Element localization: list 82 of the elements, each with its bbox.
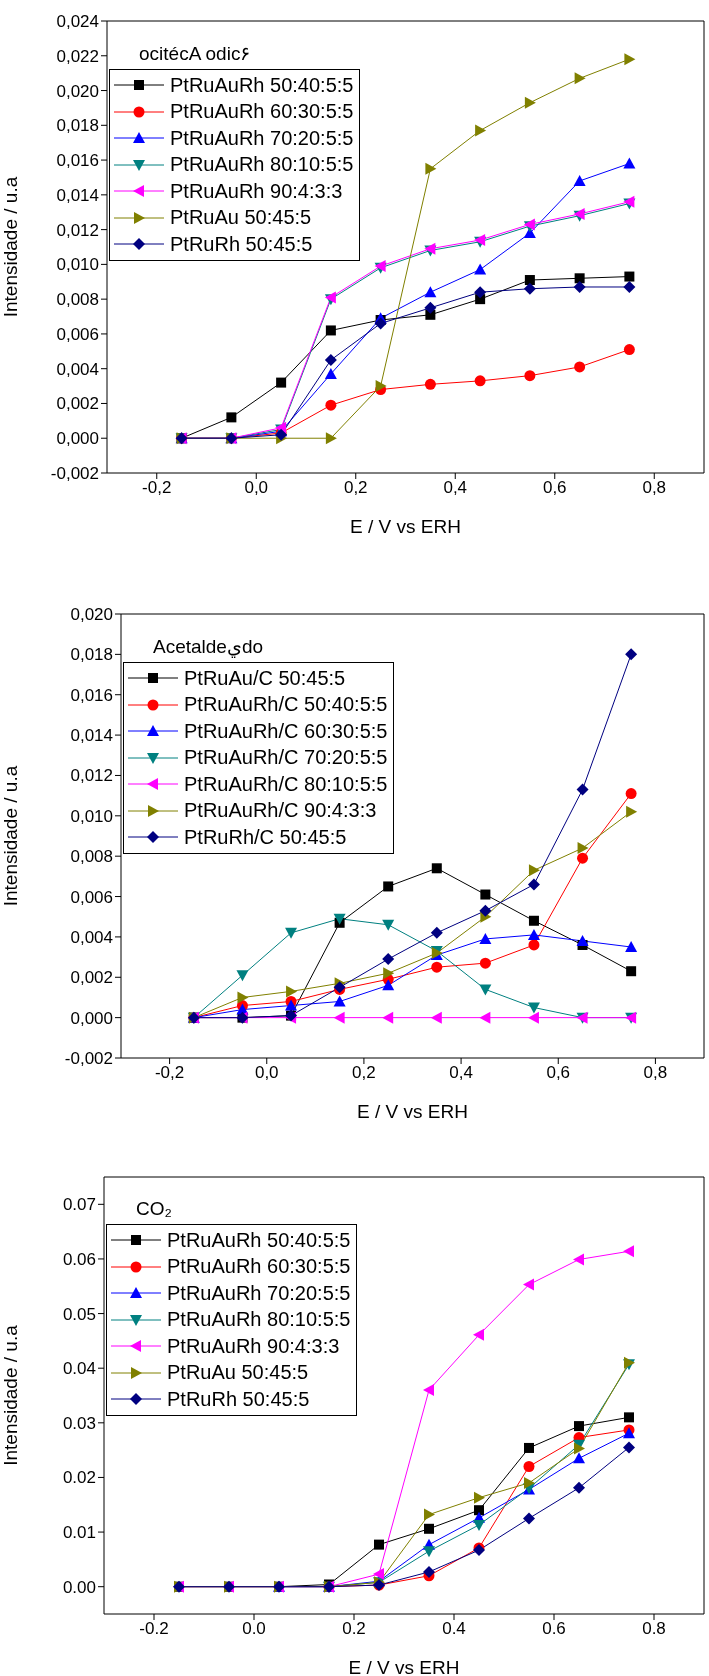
x-axis-title: E / V vs ERH [350,516,461,537]
x-tick-label: 0.2 [342,1619,366,1639]
y-tick-label: 0,002 [70,968,113,988]
x-tick-label: 0,4 [449,1063,473,1083]
legend-label: PtRuAu 50:45:5 [167,1361,309,1385]
legend-label: PtRuAuRh 60:30:5:5 [170,100,354,124]
legend-label: PtRuAuRh 80:10:5:5 [170,153,354,177]
y-tick-label: 0,010 [70,806,113,826]
y-tick-label: -0,002 [50,464,99,484]
x-tick-label: 0,6 [542,478,567,498]
legend-label: PtRuRh/C 50:45:5 [184,825,347,849]
y-tick-label: 0,000 [56,429,99,449]
y-tick-label: 0,010 [56,255,99,275]
y-tick-label: 0,012 [56,220,99,240]
legend-label: PtRuAuRh/C 90:4:3:3 [184,799,377,823]
x-tick-label: 0,2 [343,478,368,498]
y-tick-label: -0,002 [64,1049,113,1069]
legend-label: PtRuAuRh 50:40:5:5 [170,73,354,97]
y-tick-label: 0,004 [70,927,113,947]
y-tick-label: 0.03 [62,1413,96,1433]
legend-title: Acetaldeيdo [153,635,265,658]
x-tick-label: 0,4 [443,478,468,498]
legend-label: PtRuRh 50:45:5 [170,232,313,256]
y-tick-label: 0,014 [56,185,99,205]
legend-label: PtRuRh 50:45:5 [167,1387,310,1411]
y-tick-label: 0,000 [70,1008,113,1028]
y-tick-label: 0,006 [56,324,99,344]
y-tick-label: 0,018 [56,116,99,136]
y-tick-label: 0,008 [70,847,113,867]
x-tick-label: -0,2 [154,1063,185,1083]
legend-label: PtRuAuRh 90:4:3:3 [167,1334,340,1358]
legend-label: PtRuAuRh/C 60:30:5:5 [184,719,388,743]
x-tick-label: -0,2 [142,478,172,498]
y-axis-title: Intensidade / u.a [0,1324,21,1466]
y-tick-label: 0.06 [62,1249,96,1269]
x-tick-label: 0,0 [254,1063,279,1083]
y-tick-label: 0.00 [62,1577,96,1597]
legend-label: PtRuAuRh/C 70:20:5:5 [184,746,388,770]
x-tick-label: 0.6 [542,1619,566,1639]
x-tick-label: 0,2 [352,1063,376,1083]
x-tick-label: 0,6 [546,1063,571,1083]
y-tick-label: 0,022 [56,46,99,66]
y-axis-title: Intensidade / u.a [0,765,21,907]
y-axis-title: Intensidade / u.a [0,176,21,318]
y-tick-label: 0,020 [56,81,99,101]
legend-label: PtRuAuRh/C 50:40:5:5 [184,693,388,717]
x-tick-label: 0,8 [643,1063,668,1083]
x-axis-title: E / V vs ERH [348,1657,460,1676]
y-tick-label: 0,006 [70,887,113,907]
x-tick-label: -0.2 [139,1619,169,1639]
y-tick-label: 0.07 [62,1195,96,1215]
x-tick-label: 0,8 [642,478,667,498]
legend-label: PtRuAuRh 60:30:5:5 [167,1255,351,1279]
x-tick-label: 0.8 [642,1619,666,1639]
y-tick-label: 0,016 [56,151,99,171]
legend-label: PtRuAuRh 70:20:5:5 [167,1281,351,1305]
legend-title: CO₂ [136,1198,173,1220]
x-tick-label: 0.0 [242,1619,266,1639]
y-tick-label: 0.05 [62,1304,96,1324]
y-tick-label: 0,018 [70,645,113,665]
legend-label: PtRuAu/C 50:45:5 [184,666,346,690]
y-tick-label: 0,004 [56,359,99,379]
legend-title: ocitécA odic۶ [139,42,252,65]
y-tick-label: 0,014 [70,726,113,746]
y-tick-label: 0,024 [56,12,99,32]
y-tick-label: 0,016 [70,685,113,705]
x-axis-title: E / V vs ERH [357,1101,468,1122]
y-tick-label: 0.04 [62,1359,96,1379]
legend-label: PtRuAu 50:45:5 [170,206,312,230]
legend-label: PtRuAuRh 90:4:3:3 [170,179,343,203]
legend-label: PtRuAuRh 50:40:5:5 [167,1228,351,1252]
y-tick-label: 0,002 [56,394,99,414]
legend-label: PtRuAuRh 80:10:5:5 [167,1308,351,1332]
legend-label: PtRuAuRh/C 80:10:5:5 [184,772,388,796]
y-tick-label: 0.02 [62,1468,96,1488]
x-tick-label: 0.4 [442,1619,466,1639]
legend-label: PtRuAuRh 70:20:5:5 [170,126,354,150]
y-tick-label: 0.01 [62,1523,96,1543]
y-tick-label: 0,012 [70,766,113,786]
x-tick-label: 0,0 [244,478,269,498]
y-tick-label: 0,020 [70,605,113,625]
y-tick-label: 0,008 [56,290,99,310]
